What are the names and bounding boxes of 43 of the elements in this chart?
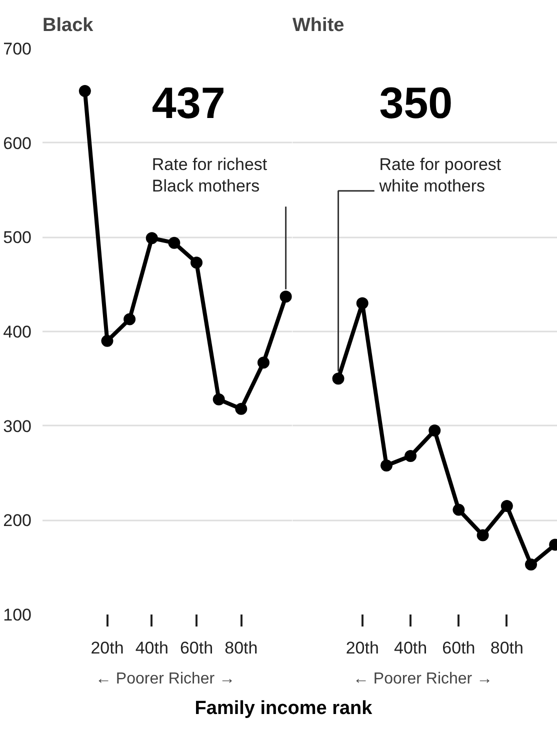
- point: [168, 236, 180, 249]
- point: [146, 232, 158, 244]
- text: Family income rank: [194, 697, 372, 721]
- annotation: 437: [152, 78, 226, 128]
- x-tick-label: 40th: [135, 638, 168, 658]
- y-tick-label: 700: [3, 40, 32, 58]
- annotation: 350: [379, 78, 453, 128]
- y-tick-label: 300: [3, 416, 32, 436]
- y-tick-label: 200: [3, 511, 32, 530]
- x-tick-label: 40th: [394, 638, 428, 658]
- x-tick-label: 80th: [224, 638, 258, 658]
- point: [428, 424, 441, 437]
- x-tick-label: 60th: [442, 638, 476, 658]
- point: [380, 459, 392, 472]
- point: [476, 529, 489, 542]
- point: [235, 402, 248, 415]
- point: [452, 504, 465, 516]
- y-tick-label: 100: [3, 606, 32, 624]
- x-axis-title: ← Poorer Richer →: [352, 670, 493, 688]
- x-tick-label: 80th: [490, 638, 524, 658]
- point: [332, 372, 344, 385]
- point: [190, 256, 203, 269]
- point: [404, 450, 417, 462]
- point: [257, 356, 270, 369]
- point: [78, 84, 91, 97]
- x-tick-label: 20th: [90, 638, 124, 658]
- point: [101, 334, 114, 347]
- point: [124, 313, 136, 326]
- point: [212, 393, 225, 406]
- chart-title: White: [292, 15, 344, 36]
- x-tick-label: 20th: [346, 638, 379, 658]
- chart-title: Black: [42, 15, 94, 36]
- y-tick-label: 400: [3, 322, 32, 342]
- y-tick-label: 600: [3, 134, 32, 153]
- point: [500, 500, 513, 512]
- x-axis-title: ← Poorer Richer →: [95, 670, 236, 688]
- point: [525, 558, 537, 570]
- annotation: Rate for richest Black mothers: [152, 154, 268, 196]
- y-tick-label: 500: [3, 228, 32, 248]
- point: [280, 290, 292, 303]
- point: [356, 297, 368, 310]
- x-tick-label: 60th: [180, 638, 214, 658]
- annotation: Rate for poorest white mothers: [378, 154, 502, 196]
